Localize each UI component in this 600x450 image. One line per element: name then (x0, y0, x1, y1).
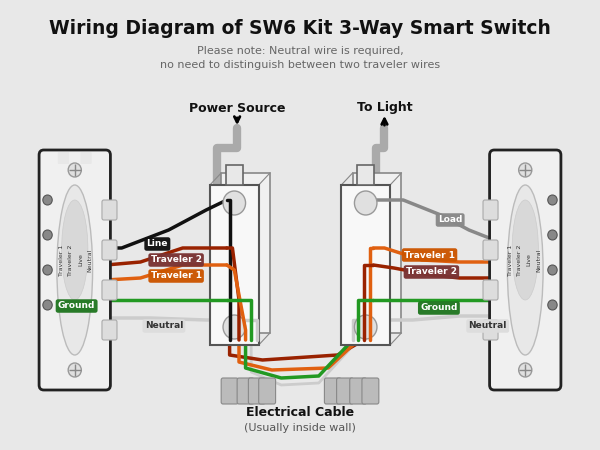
Circle shape (518, 163, 532, 177)
Text: Live: Live (527, 253, 532, 266)
Text: Neutral: Neutral (469, 321, 507, 330)
Circle shape (223, 315, 245, 339)
Text: Ground: Ground (58, 302, 95, 310)
FancyBboxPatch shape (237, 378, 254, 404)
Circle shape (355, 315, 377, 339)
Text: To Light: To Light (356, 102, 412, 114)
Text: Load: Load (438, 216, 463, 225)
Text: Traveler 2: Traveler 2 (406, 267, 457, 276)
Text: Traveler 1: Traveler 1 (59, 244, 64, 275)
Text: Live: Live (78, 253, 83, 266)
FancyBboxPatch shape (102, 320, 117, 340)
Text: Traveler 1: Traveler 1 (508, 244, 513, 275)
FancyBboxPatch shape (490, 150, 561, 390)
Circle shape (548, 300, 557, 310)
Text: Ground: Ground (420, 303, 458, 312)
FancyBboxPatch shape (221, 378, 238, 404)
FancyBboxPatch shape (483, 200, 498, 220)
Bar (357, 165, 374, 185)
FancyBboxPatch shape (102, 280, 117, 300)
Text: Traveler 2: Traveler 2 (151, 256, 202, 265)
Ellipse shape (62, 200, 88, 300)
Circle shape (43, 195, 52, 205)
Text: Traveler 2: Traveler 2 (68, 244, 73, 276)
Circle shape (43, 300, 52, 310)
Text: Traveler 1: Traveler 1 (404, 251, 455, 260)
Circle shape (68, 363, 82, 377)
FancyBboxPatch shape (325, 378, 341, 404)
FancyBboxPatch shape (58, 152, 69, 164)
Bar (210, 185, 259, 345)
Ellipse shape (512, 200, 538, 300)
FancyBboxPatch shape (483, 240, 498, 260)
Ellipse shape (57, 185, 92, 355)
Text: (Usually inside wall): (Usually inside wall) (244, 423, 356, 433)
Bar (226, 165, 243, 185)
Bar (221, 173, 270, 333)
Text: Traveler 2: Traveler 2 (517, 244, 522, 276)
FancyBboxPatch shape (80, 152, 92, 164)
FancyBboxPatch shape (248, 378, 265, 404)
Text: Electrical Cable: Electrical Cable (246, 406, 354, 419)
FancyBboxPatch shape (259, 378, 275, 404)
Circle shape (548, 195, 557, 205)
Ellipse shape (508, 185, 543, 355)
Text: Neutral: Neutral (145, 321, 183, 330)
Circle shape (518, 363, 532, 377)
FancyBboxPatch shape (483, 280, 498, 300)
FancyBboxPatch shape (39, 150, 110, 390)
Text: Neutral: Neutral (87, 248, 92, 272)
FancyBboxPatch shape (337, 378, 353, 404)
Text: Traveler 1: Traveler 1 (151, 271, 202, 280)
Text: Please note: Neutral wire is required,
no need to distinguish between two travel: Please note: Neutral wire is required, n… (160, 46, 440, 70)
Text: Wiring Diagram of SW6 Kit 3-Way Smart Switch: Wiring Diagram of SW6 Kit 3-Way Smart Sw… (49, 18, 551, 37)
Circle shape (43, 265, 52, 275)
FancyBboxPatch shape (102, 200, 117, 220)
Circle shape (223, 191, 245, 215)
Circle shape (548, 265, 557, 275)
FancyBboxPatch shape (102, 240, 117, 260)
Circle shape (548, 230, 557, 240)
Bar (341, 185, 390, 345)
Circle shape (43, 230, 52, 240)
FancyBboxPatch shape (350, 378, 367, 404)
FancyBboxPatch shape (362, 378, 379, 404)
Text: Neutral: Neutral (536, 248, 541, 272)
Text: Line: Line (146, 239, 168, 248)
Bar (353, 173, 401, 333)
FancyBboxPatch shape (483, 320, 498, 340)
Circle shape (68, 163, 82, 177)
Text: Power Source: Power Source (189, 102, 286, 114)
Circle shape (355, 191, 377, 215)
